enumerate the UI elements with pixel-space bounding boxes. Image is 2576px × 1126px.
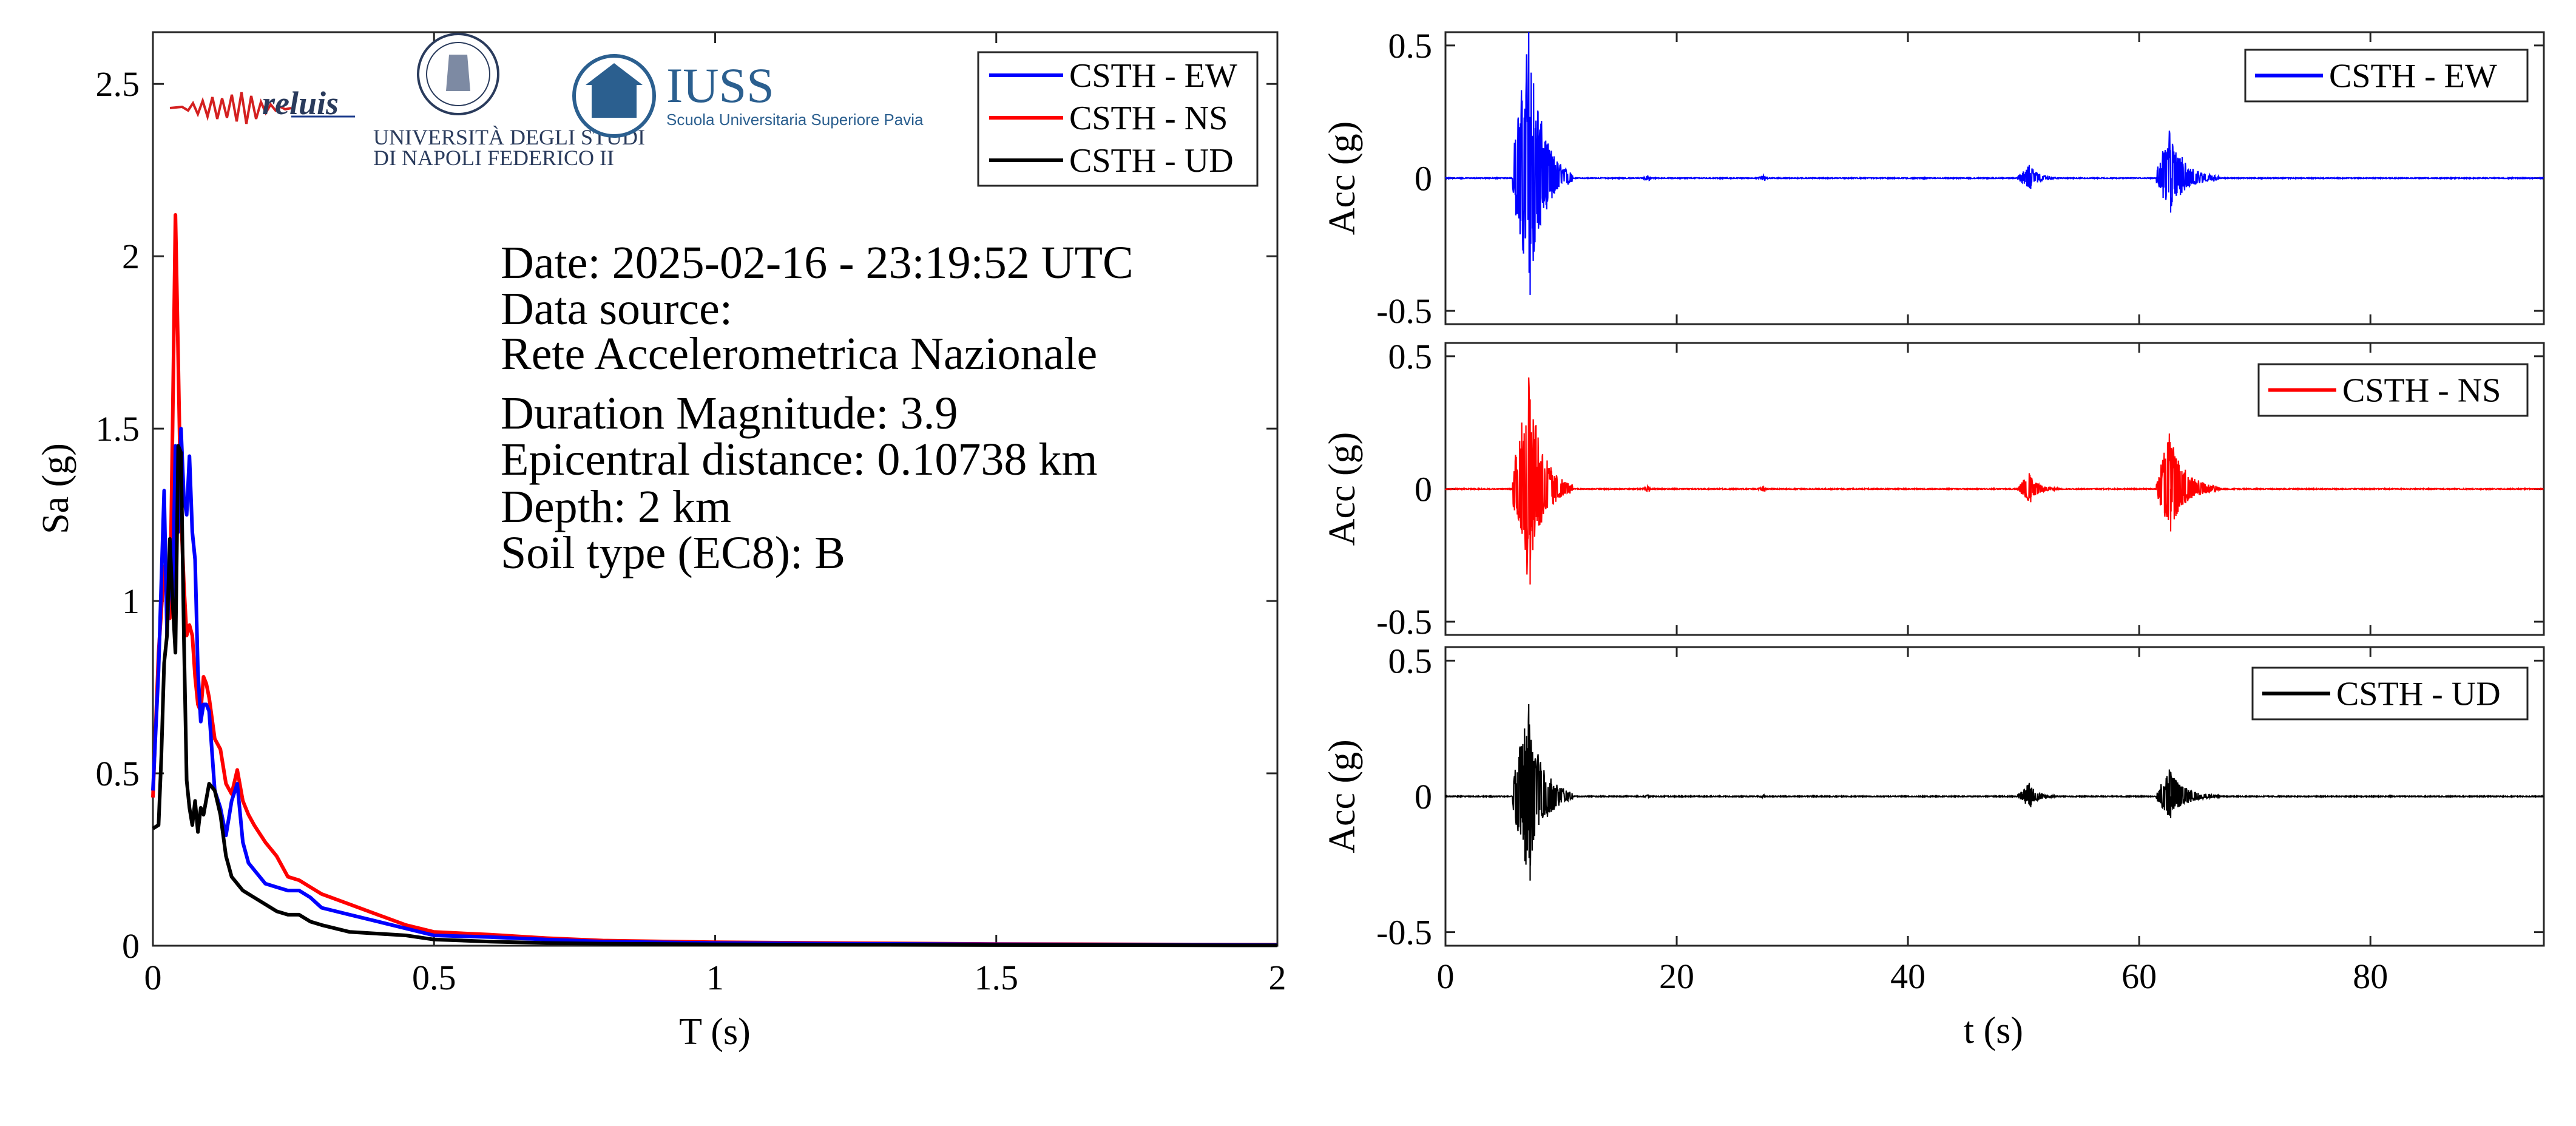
iuss-title: IUSS (666, 58, 774, 113)
acceleration-legend-label: CSTH - NS (2342, 372, 2501, 410)
acceleration-signal-ud (1444, 704, 2544, 881)
spectrum-xlabel: T (s) (679, 1011, 751, 1053)
acceleration-ytick-label: 0.5 (1388, 337, 1433, 376)
acceleration-ytick-label: 0 (1415, 159, 1432, 198)
reluis-logo-text: reluis (262, 85, 339, 121)
acceleration-ytick-label: 0 (1415, 470, 1432, 509)
iuss-logo: IUSS Scuola Universitaria Superiore Pavi… (572, 54, 924, 138)
spectrum-xtick-label: 0 (144, 958, 162, 997)
info-source-name: Rete Accelerometrica Nazionale (501, 328, 1097, 379)
acceleration-panel-2: -0.5 0 0.5 Acc (g) CSTH - NS (1322, 337, 2545, 642)
acceleration-ytick-label: -0.5 (1376, 602, 1432, 642)
spectrum-xtick-label: 2 (1269, 958, 1286, 997)
acceleration-ytick-label: 0.5 (1388, 26, 1433, 66)
event-info: Date: 2025-02-16 - 23:19:52 UTC Data sou… (501, 237, 1134, 578)
acceleration-ytick-label: 0 (1415, 777, 1432, 816)
acceleration-ytick-label: -0.5 (1376, 913, 1432, 952)
info-soil: Soil type (EC8): B (501, 527, 845, 578)
iuss-subtitle: Scuola Universitaria Superiore Pavia (666, 110, 924, 129)
acceleration-ylabel: Acc (g) (1322, 432, 1363, 546)
spectrum-ytick-label: 1 (122, 582, 140, 621)
reluis-seismogram-icon (169, 92, 292, 124)
spectrum-ytick-label: 0.5 (96, 754, 140, 793)
acceleration-signal-ns (1444, 377, 2544, 585)
iuss-emblem-roof (586, 63, 643, 85)
time-xlabel: t (s) (1964, 1010, 2023, 1051)
acceleration-ytick-label: 0.5 (1388, 641, 1433, 680)
acceleration-xtick-label: 60 (2121, 957, 2157, 996)
acceleration-signal-ew (1444, 32, 2544, 295)
spectrum-legend-label: CSTH - EW (1069, 57, 1237, 95)
acceleration-ylabel: Acc (g) (1322, 739, 1363, 853)
acceleration-legend-label: CSTH - EW (2329, 58, 2497, 95)
info-source-label: Data source: (501, 283, 732, 334)
acceleration-xtick-label: 80 (2353, 957, 2388, 996)
spectrum-ytick-label: 2.5 (96, 64, 140, 104)
info-magnitude: Duration Magnitude: 3.9 (501, 388, 958, 439)
info-distance: Epicentral distance: 0.10738 km (501, 434, 1098, 485)
info-date: Date: 2025-02-16 - 23:19:52 UTC (501, 237, 1134, 288)
acceleration-xtick-label: 40 (1890, 957, 1925, 996)
acceleration-legend-label: CSTH - UD (2336, 676, 2501, 713)
spectrum-legend: CSTH - EW CSTH - NS CSTH - UD (977, 51, 1259, 187)
spectrum-series-ud (152, 444, 1278, 948)
spectrum-series (151, 213, 1278, 948)
spectrum-ylabel: Sa (g) (35, 443, 76, 534)
spectrum-xtick-label: 0.5 (412, 958, 456, 997)
acceleration-xtick-label: 20 (1659, 957, 1694, 996)
unina-seal-figure (446, 55, 470, 91)
spectrum-series-ns (151, 213, 1278, 947)
spectrum-panel: 0 0.5 1 1.5 2 0 0.5 1 1.5 2 2.5 reluis UNIVERSITÀ … (35, 31, 1286, 1053)
spectrum-xtick-label: 1.5 (975, 958, 1019, 997)
spectrum-xtick-label: 1 (706, 958, 724, 997)
info-depth: Depth: 2 km (501, 481, 731, 532)
spectrum-axes: 0 0.5 1 1.5 2 0 0.5 1 1.5 2 2.5 (96, 32, 1286, 997)
iuss-emblem-building (592, 84, 637, 118)
spectrum-ytick-label: 1.5 (96, 409, 140, 449)
spectrum-legend-label: CSTH - NS (1069, 100, 1228, 137)
acceleration-ylabel: Acc (g) (1322, 121, 1363, 236)
acceleration-panel-1: -0.5 0 0.5 Acc (g) CSTH - EW (1322, 26, 2545, 331)
acceleration-xtick-label: 0 (1437, 957, 1455, 996)
unina-line2: DI NAPOLI FEDERICO II (373, 146, 614, 170)
spectrum-legend-label: CSTH - UD (1069, 142, 1234, 180)
spectrum-ytick-label: 2 (122, 237, 140, 276)
unina-logo: UNIVERSITÀ DEGLI STUDI DI NAPOLI FEDERIC… (373, 33, 645, 170)
unina-seal-inner-ring (426, 42, 490, 106)
reluis-logo: reluis (169, 85, 355, 124)
acceleration-ytick-label: -0.5 (1376, 291, 1432, 331)
spectrum-ytick-label: 0 (122, 926, 140, 966)
